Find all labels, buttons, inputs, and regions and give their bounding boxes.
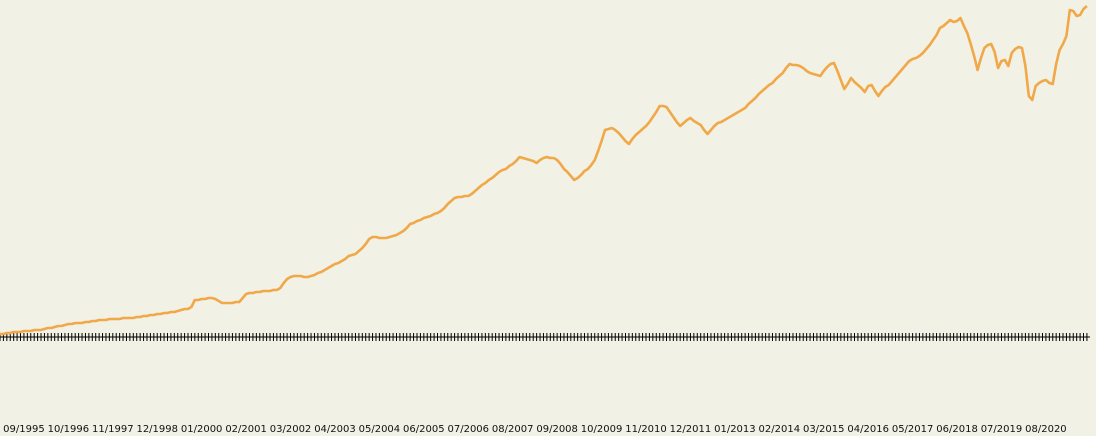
x-tick-label: 07/2006 — [447, 424, 489, 435]
x-tick-label: 02/2001 — [225, 424, 267, 435]
x-tick-label: 11/2010 — [625, 424, 667, 435]
x-tick-label: 07/2019 — [981, 424, 1023, 435]
x-tick-label: 02/2014 — [759, 424, 801, 435]
x-tick-label: 12/1998 — [136, 424, 178, 435]
x-tick-label: 01/2013 — [714, 424, 756, 435]
x-tick-label: 01/2000 — [181, 424, 223, 435]
x-tick-label: 08/2020 — [1025, 424, 1067, 435]
x-tick-label: 08/2007 — [492, 424, 534, 435]
data-line — [0, 5, 1088, 336]
x-tick-label: 06/2005 — [403, 424, 445, 435]
x-tick-label: 10/1996 — [48, 424, 90, 435]
x-tick-label: 11/1997 — [92, 424, 134, 435]
x-tick-label: 04/2016 — [847, 424, 889, 435]
x-tick-label: 10/2009 — [581, 424, 623, 435]
x-tick-label: 03/2002 — [270, 424, 312, 435]
x-tick-label: 03/2015 — [803, 424, 845, 435]
x-tick-label: 06/2018 — [936, 424, 978, 435]
x-tick-label: 04/2003 — [314, 424, 356, 435]
x-tick-label: 05/2004 — [359, 424, 401, 435]
x-tick-label: 05/2017 — [892, 424, 934, 435]
x-tick-label: 12/2011 — [670, 424, 712, 435]
x-tick-label: 09/1995 — [3, 424, 45, 435]
x-tick-label: 09/2008 — [536, 424, 578, 435]
